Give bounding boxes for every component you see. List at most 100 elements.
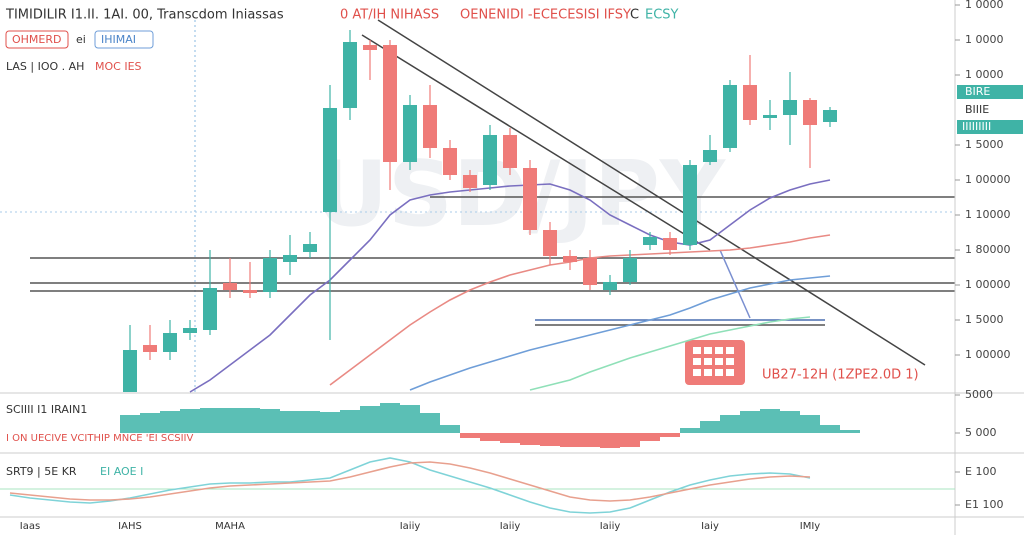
candle-body [123, 350, 137, 392]
bar [680, 428, 700, 433]
y-tick-label: 1 00000 [965, 348, 1011, 361]
badge-text: ei [76, 33, 86, 46]
candle-body [603, 282, 617, 290]
bar [260, 409, 280, 433]
panel-title: SRT9 | 5E KR [6, 465, 77, 478]
bar [620, 433, 640, 447]
bar [660, 433, 680, 437]
candle-body [383, 45, 397, 162]
line-series [9, 457, 811, 514]
bar [440, 425, 460, 433]
candle-body [343, 42, 357, 108]
y-tick-label: 1 0000 [965, 33, 1004, 46]
candle-body [803, 100, 817, 125]
candle-body [243, 290, 257, 293]
x-tick-label: Iaiiy [600, 521, 621, 532]
legend-text: ECSY [645, 8, 679, 23]
bar [160, 411, 180, 433]
y-tick-label: 1 10000 [965, 208, 1011, 221]
bar [580, 433, 600, 447]
y-tick-label: 5 000 [965, 426, 997, 439]
candle-body [403, 105, 417, 162]
candle-body [303, 244, 317, 252]
bar [820, 425, 840, 433]
y-tick-label: 1 00000 [965, 278, 1011, 291]
x-tick-label: Iaiy [701, 521, 719, 532]
badge-text[interactable]: IHIMAI [101, 33, 136, 46]
candle-body [683, 165, 697, 245]
candle-body [663, 238, 677, 250]
badge[interactable] [5, 30, 69, 49]
y-tick-label: 1 5000 [965, 138, 1004, 151]
level-lines [30, 196, 955, 326]
x-tick-label: IAHS [118, 521, 142, 532]
bar [320, 412, 340, 433]
y-tick-label: 1 0000 [965, 0, 1004, 11]
price-tag-text: BIIIE [965, 103, 989, 116]
candle-body [763, 115, 777, 118]
line-series [9, 461, 811, 502]
bar [640, 433, 660, 441]
price-tag [957, 85, 1023, 99]
y-tick-label: E1 100 [965, 498, 1003, 511]
bar [280, 411, 300, 433]
chart-title: TIMIDILIR I1.II. 1AI. 00, Transcdom Inia… [5, 8, 284, 23]
bar [360, 406, 380, 433]
bar [700, 421, 720, 433]
candle-body [523, 168, 537, 230]
candle-body [623, 258, 637, 282]
candle-body [423, 105, 437, 148]
candle-body [323, 108, 337, 212]
bar [180, 409, 200, 433]
bar [400, 405, 420, 433]
bar [500, 433, 520, 443]
candle-body [783, 100, 797, 115]
panel-subtitle: I ON UECIVE VCITHIP MNCE 'EI SCSIIV [6, 433, 193, 444]
legend-text: C [630, 8, 639, 23]
candle-body [703, 150, 717, 162]
panel-title: SCIIII I1 IRAIN1 [6, 403, 87, 416]
y-tick-label: 1 5000 [965, 313, 1004, 326]
y-tick-label: 1 80000 [965, 243, 1011, 256]
info-text: MOC IES [95, 60, 142, 73]
candle-body [563, 256, 577, 262]
x-tick-label: Iaiiy [500, 521, 521, 532]
candle-body [543, 230, 557, 256]
line-series [529, 316, 811, 391]
candle-body [183, 328, 197, 333]
info-text: LAS | IOO . AH [6, 60, 84, 73]
bar [800, 415, 820, 433]
y-tick-label: 1 0000 [965, 68, 1004, 81]
bar [720, 415, 740, 433]
legend-text: EI AOE I [100, 465, 143, 478]
calendar-icon [685, 340, 745, 385]
legend-text: 0 AT/IH NIHASS [340, 8, 439, 23]
bar [140, 413, 160, 433]
x-tick-label: MAHA [215, 521, 245, 532]
candle-body [223, 283, 237, 290]
candle-body [363, 45, 377, 50]
badge-text[interactable]: OHMERD [12, 33, 61, 46]
candle-body [723, 85, 737, 148]
candle-body [643, 237, 657, 245]
bar [300, 411, 320, 433]
candle-body [263, 258, 277, 292]
bar [600, 433, 620, 448]
x-tick-label: Iaiiy [400, 521, 421, 532]
annotation: UB27-12H (1ZPE2.0D 1) [762, 368, 919, 383]
bar [480, 433, 500, 441]
candle-body [443, 148, 457, 175]
bar [200, 408, 220, 433]
candle-body [483, 135, 497, 185]
legend-text: OENENIDI -ECECESISI IFSY [460, 8, 631, 23]
candle-body [203, 288, 217, 330]
bar [460, 433, 480, 438]
x-tick-label: Iaas [20, 521, 40, 532]
line-series [189, 179, 831, 393]
bar [220, 408, 240, 433]
badge[interactable] [94, 30, 154, 49]
line-series [409, 275, 831, 391]
candle-body [283, 255, 297, 262]
